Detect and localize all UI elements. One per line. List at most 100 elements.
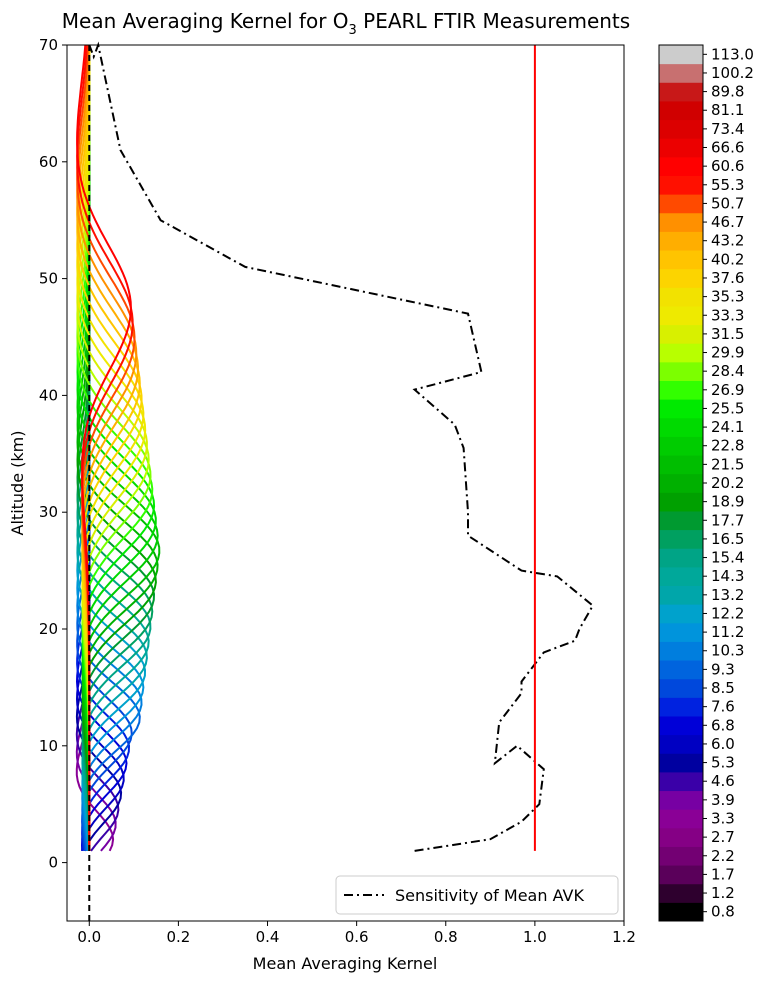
colorbar-tick-label: 15.4: [711, 549, 744, 567]
colorbar-tick-label: 11.2: [711, 623, 744, 641]
colorbar-tick-label: 55.3: [711, 176, 744, 194]
colorbar-swatch: [659, 250, 703, 270]
colorbar-tick-label: 46.7: [711, 213, 744, 231]
colorbar-swatch: [659, 380, 703, 400]
colorbar-tick-label: 29.9: [711, 344, 744, 362]
colorbar-swatch: [659, 455, 703, 475]
chart-title: Mean Averaging Kernel for O3 PEARL FTIR …: [62, 9, 630, 38]
colorbar-swatch: [659, 715, 703, 736]
colorbar-swatch: [659, 399, 703, 419]
colorbar-swatch: [659, 641, 703, 661]
colorbar-swatch: [659, 473, 703, 493]
colorbar-tick-label: 33.3: [711, 306, 744, 324]
sensitivity-line: [88, 41, 595, 852]
colorbar-tick-label: 13.2: [711, 586, 744, 604]
colorbar-tick-label: 18.9: [711, 493, 744, 511]
colorbar-tick-label: 100.2: [711, 64, 754, 82]
colorbar-tick-label: 4.6: [711, 772, 735, 790]
colorbar-swatch: [659, 697, 703, 717]
colorbar-tick-label: 17.7: [711, 511, 744, 529]
y-axis: 0 10 20 30 40 50 60 70: [39, 36, 67, 872]
y-tick-label: 50: [39, 270, 58, 288]
title: Mean Averaging Kernel for O3 PEARL FTIR …: [62, 9, 630, 38]
y-tick-label: 20: [39, 620, 58, 638]
colorbar-tick-label: 73.4: [711, 120, 744, 138]
x-tick-label: 1.2: [612, 928, 636, 946]
colorbar-tick-label: 3.3: [711, 809, 735, 827]
colorbar-swatch: [659, 138, 703, 158]
colorbar-tick-label: 24.1: [711, 418, 744, 436]
colorbar-swatch: [659, 268, 703, 288]
colorbar-swatch: [659, 212, 703, 232]
x-axis: 0.0 0.2 0.4 0.6 0.8 1.0 1.2: [77, 921, 636, 946]
colorbar-tick-label: 9.3: [711, 660, 735, 678]
y-tick-label: 10: [39, 737, 58, 755]
colorbar-tick-label: 22.8: [711, 437, 744, 455]
colorbar-swatch: [659, 790, 703, 810]
colorbar-tick-label: 1.7: [711, 865, 735, 883]
colorbar-swatch: [659, 846, 703, 866]
colorbar-swatch: [659, 865, 703, 885]
colorbar-swatch: [659, 678, 703, 698]
colorbar-swatch: [659, 305, 703, 326]
x-axis-label: Mean Averaging Kernel: [253, 954, 438, 973]
colorbar-tick-label: 6.8: [711, 716, 735, 734]
colorbar-swatch: [659, 361, 703, 381]
colorbar-tick-label: 7.6: [711, 698, 735, 716]
y-axis-label: Altitude (km): [8, 431, 27, 536]
colorbar-tick-label: 60.6: [711, 157, 744, 175]
colorbar-swatch: [659, 175, 703, 195]
x-tick-label: 0.4: [256, 928, 280, 946]
colorbar-tick-label: 31.5: [711, 325, 744, 343]
colorbar-tick-label: 14.3: [711, 567, 744, 585]
colorbar-swatch: [659, 622, 703, 642]
colorbar-swatch: [659, 585, 703, 605]
plot-area: [67, 45, 624, 921]
colorbar-tick-label: 10.3: [711, 642, 744, 660]
colorbar-swatch: [659, 63, 703, 83]
colorbar-tick-label: 113.0: [711, 45, 754, 63]
colorbar-tick-label: 50.7: [711, 194, 744, 212]
colorbar-frame: [658, 44, 704, 922]
colorbar-tick-label: 35.3: [711, 288, 744, 306]
legend-box: [335, 875, 619, 915]
y-tick-label: 40: [39, 386, 58, 404]
colorbar-tick-label: 1.2: [711, 884, 735, 902]
colorbar-tick-label: 26.9: [711, 381, 744, 399]
colorbar-tick-label: 21.5: [711, 455, 744, 473]
colorbar-swatch: [659, 194, 703, 214]
colorbar-tick-label: 0.8: [711, 903, 735, 921]
colorbar-swatch: [659, 45, 703, 65]
colorbar-swatch: [659, 566, 703, 587]
colorbar-tick-label: 66.6: [711, 139, 744, 157]
legend: Sensitivity of Mean AVK: [335, 875, 619, 915]
colorbar-tick-label: 37.6: [711, 269, 744, 287]
colorbar-swatch: [659, 343, 703, 363]
y-tick-label: 70: [39, 36, 58, 54]
colorbar-tick-label: 25.5: [711, 399, 744, 417]
colorbar-tick-label: 28.4: [711, 362, 744, 380]
series-layer: [88, 41, 595, 921]
colorbar-swatch: [659, 324, 703, 344]
x-tick-label: 0.8: [434, 928, 458, 946]
colorbar-swatch: [659, 548, 703, 568]
colorbar-tick-label: 12.2: [711, 604, 744, 622]
colorbar-tick-label: 43.2: [711, 232, 744, 250]
colorbar-swatch: [659, 231, 703, 251]
colorbar-tick-label: 5.3: [711, 754, 735, 772]
colorbar: 0.81.21.72.22.73.33.94.65.36.06.87.68.59…: [658, 44, 754, 922]
colorbar-tick-label: 89.8: [711, 83, 744, 101]
colorbar-tick-label: 20.2: [711, 474, 744, 492]
colorbar-swatch: [659, 417, 703, 437]
colorbar-swatch: [659, 529, 703, 549]
legend-label: Sensitivity of Mean AVK: [395, 886, 584, 905]
colorbar-swatch: [659, 100, 703, 121]
x-tick-label: 0.2: [166, 928, 190, 946]
colorbar-tick-label: 2.2: [711, 847, 735, 865]
colorbar-swatch: [659, 771, 703, 792]
colorbar-swatch: [659, 287, 703, 307]
colorbar-tick-label: 16.5: [711, 530, 744, 548]
colorbar-tick-label: 40.2: [711, 250, 744, 268]
colorbar-swatch: [659, 436, 703, 456]
